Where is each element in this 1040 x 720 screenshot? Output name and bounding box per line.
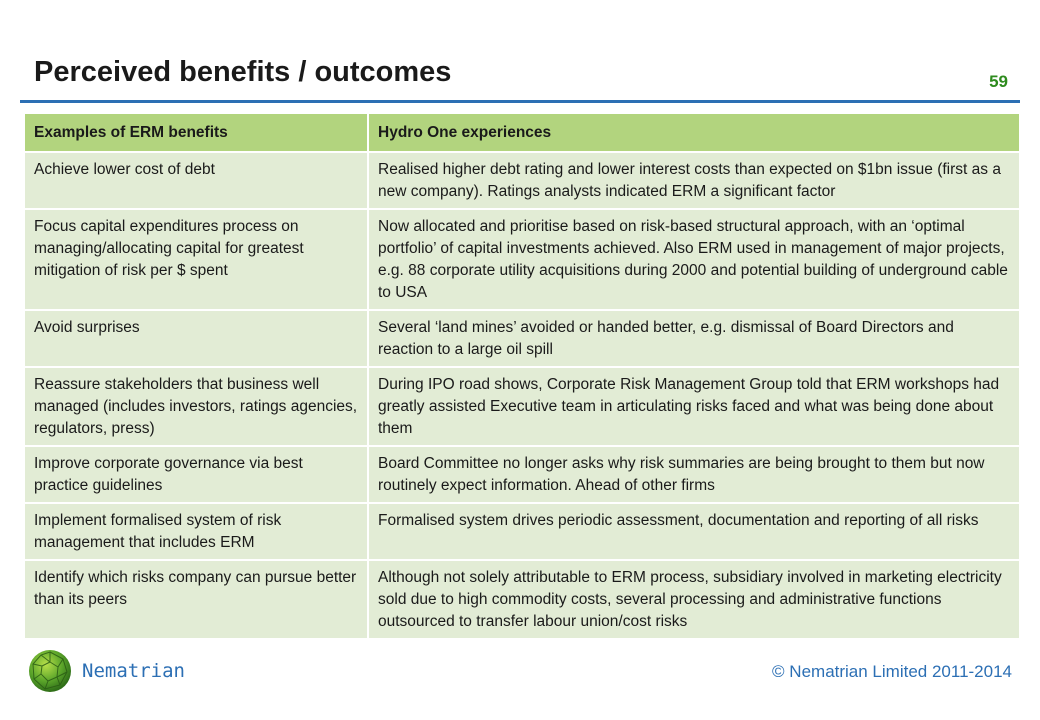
slide-title: Perceived benefits / outcomes	[34, 56, 452, 88]
benefit-cell: Identify which risks company can pursue …	[25, 561, 367, 638]
benefits-table: Examples of ERM benefits Hydro One exper…	[25, 112, 1019, 640]
table-row: Avoid surprises Several ‘land mines’ avo…	[25, 311, 1019, 366]
benefit-cell: Reassure stakeholders that business well…	[25, 368, 367, 445]
benefit-cell: Avoid surprises	[25, 311, 367, 366]
experience-cell: During IPO road shows, Corporate Risk Ma…	[367, 368, 1019, 445]
table-header-row: Examples of ERM benefits Hydro One exper…	[25, 114, 1019, 151]
benefits-table-container: Examples of ERM benefits Hydro One exper…	[25, 112, 1019, 640]
table-row: Implement formalised system of risk mana…	[25, 504, 1019, 559]
table-row: Achieve lower cost of debt Realised high…	[25, 153, 1019, 208]
page-number: 59	[989, 72, 1008, 91]
brand-name[interactable]: Nematrian	[82, 660, 185, 682]
table-row: Focus capital expenditures process on ma…	[25, 210, 1019, 309]
benefit-cell: Focus capital expenditures process on ma…	[25, 210, 367, 309]
experience-cell: Several ‘land mines’ avoided or handed b…	[367, 311, 1019, 366]
experience-cell: Formalised system drives periodic assess…	[367, 504, 1019, 559]
benefit-cell: Implement formalised system of risk mana…	[25, 504, 367, 559]
header-erm-benefits: Examples of ERM benefits	[25, 114, 367, 151]
experience-cell: Although not solely attributable to ERM …	[367, 561, 1019, 638]
green-geodesic-sphere-icon	[27, 648, 73, 694]
copyright-notice: © Nematrian Limited 2011-2014	[772, 662, 1012, 681]
table-row: Improve corporate governance via best pr…	[25, 447, 1019, 502]
experience-cell: Realised higher debt rating and lower in…	[367, 153, 1019, 208]
title-divider	[20, 100, 1020, 103]
benefit-cell: Achieve lower cost of debt	[25, 153, 367, 208]
table-row: Identify which risks company can pursue …	[25, 561, 1019, 638]
experience-cell: Now allocated and prioritise based on ri…	[367, 210, 1019, 309]
experience-cell: Board Committee no longer asks why risk …	[367, 447, 1019, 502]
benefit-cell: Improve corporate governance via best pr…	[25, 447, 367, 502]
table-row: Reassure stakeholders that business well…	[25, 368, 1019, 445]
header-hydro-one-experiences: Hydro One experiences	[367, 114, 1019, 151]
